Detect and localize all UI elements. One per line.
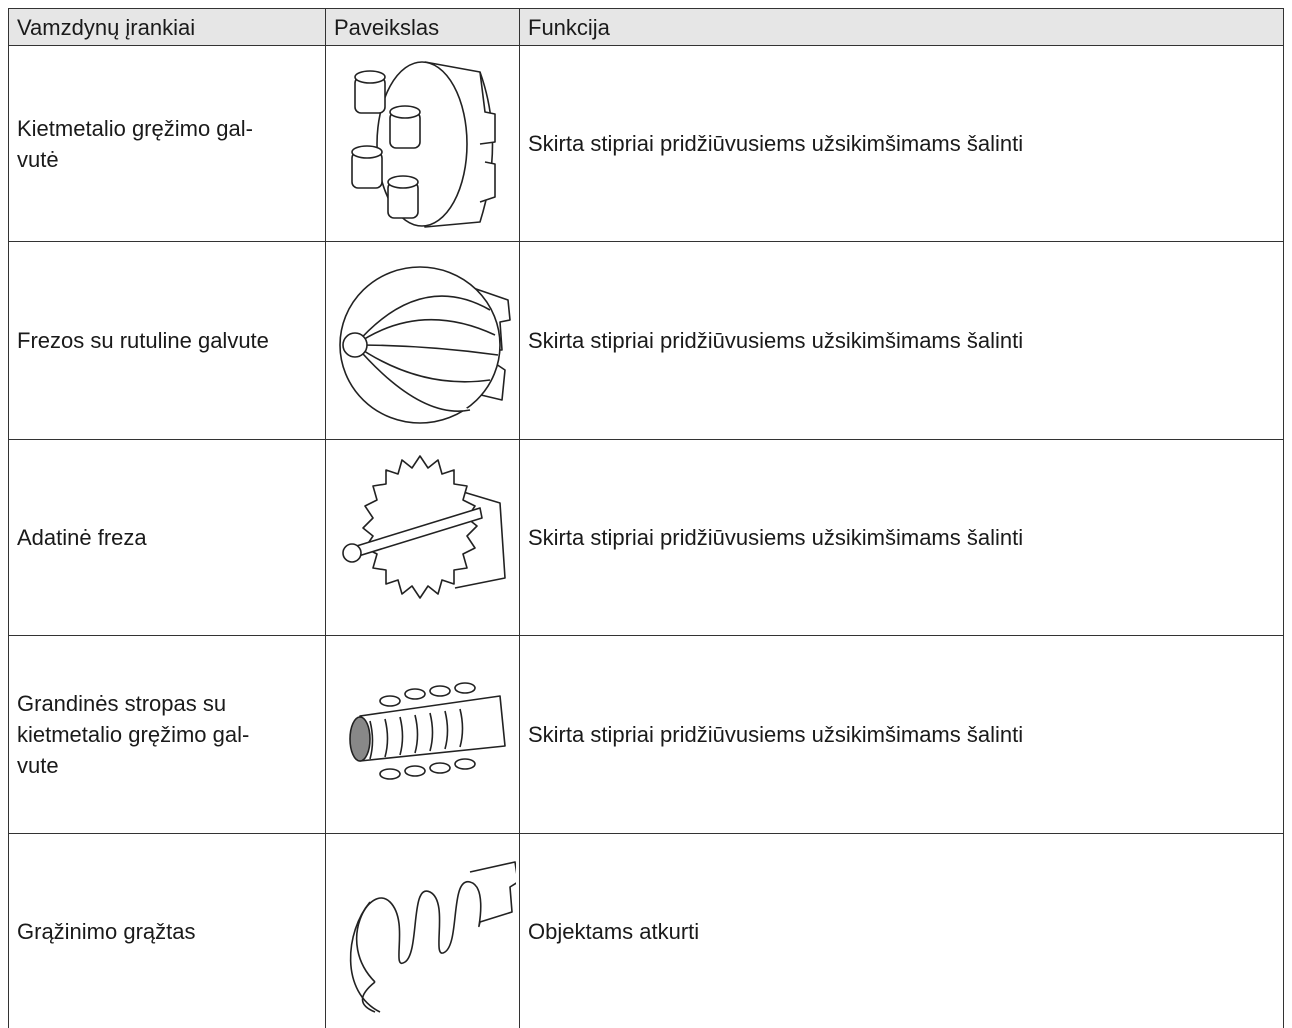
- drill-head-icon: [351, 61, 496, 228]
- tool-function: Objektams atkurti: [520, 834, 1284, 1028]
- chain-icon: [349, 682, 506, 780]
- header-cell: Funkcija: [520, 8, 1284, 46]
- tool-function: Skirta stipriai pridžiūvusiems užsikimši…: [520, 46, 1284, 242]
- header-cell: Paveikslas: [326, 8, 520, 46]
- tool-name: Grąžinimo grąžtas: [8, 834, 326, 1028]
- tool-name: Kietmetalio gręžimo gal- vutė: [8, 46, 326, 242]
- tool-function: Skirta stipriai pridžiūvusiems užsikimši…: [520, 636, 1284, 834]
- needle-cutter-icon: [342, 455, 506, 599]
- image-cell: [326, 46, 520, 242]
- tool-name: Adatinė freza: [8, 440, 326, 636]
- tool-function: Skirta stipriai pridžiūvusiems užsikimši…: [520, 242, 1284, 440]
- image-cell: [326, 440, 520, 636]
- tool-name: Grandinės stropas su kietmetalio gręžimo…: [8, 636, 326, 834]
- image-cell: [326, 636, 520, 834]
- tool-name: Frezos su rutuline galvute: [8, 242, 326, 440]
- image-cell: [326, 242, 520, 440]
- ball-cutter-icon: [339, 266, 511, 424]
- header-cell: Vamzdynų įrankiai: [8, 8, 326, 46]
- retrieval-auger-icon: [349, 861, 516, 1013]
- image-cell: [326, 834, 520, 1028]
- tool-function: Skirta stipriai pridžiūvusiems užsikimši…: [520, 440, 1284, 636]
